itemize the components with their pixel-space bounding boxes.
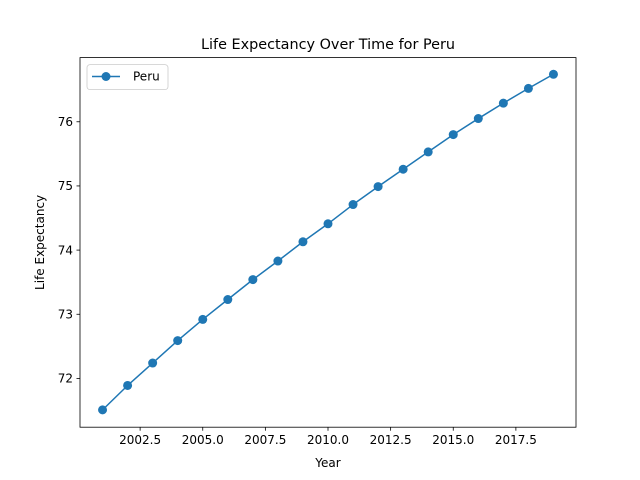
data-point (323, 219, 333, 229)
x-tick-label: 2012.5 (370, 433, 412, 447)
data-point (373, 182, 383, 192)
data-point (223, 295, 233, 305)
x-tick-label: 2005.0 (182, 433, 224, 447)
data-point (548, 69, 558, 79)
data-point (498, 98, 508, 108)
x-tick-label: 2002.5 (119, 433, 161, 447)
data-point (248, 275, 258, 285)
y-tick-label: 74 (58, 243, 73, 257)
data-point (198, 314, 208, 324)
data-point (98, 405, 108, 415)
data-point (148, 358, 158, 368)
data-point (173, 336, 183, 346)
data-point (398, 164, 408, 174)
x-tick-label: 2015.0 (432, 433, 474, 447)
y-tick-label: 75 (58, 179, 73, 193)
x-tick-label: 2010.0 (307, 433, 349, 447)
data-point (473, 114, 483, 124)
x-axis-label: Year (314, 456, 340, 470)
legend-label-peru: Peru (133, 70, 160, 84)
y-axis-ticks: 72 73 74 75 76 (58, 115, 80, 386)
y-tick-label: 72 (58, 372, 73, 386)
chart-title: Life Expectancy Over Time for Peru (201, 37, 455, 53)
y-axis-label: Life Expectancy (33, 195, 47, 290)
legend: Peru (86, 64, 169, 90)
data-point (448, 130, 458, 140)
data-point (423, 147, 433, 157)
series-layer (98, 69, 558, 415)
data-point (123, 380, 133, 390)
x-tick-label: 2007.5 (244, 433, 286, 447)
data-point (273, 256, 283, 266)
y-tick-label: 76 (58, 115, 73, 129)
x-tick-label: 2017.5 (495, 433, 537, 447)
plot-frame (79, 57, 577, 428)
x-axis-ticks: 2002.5 2005.0 2007.5 2010.0 2012.5 2015.0 2017… (119, 427, 537, 447)
data-point (523, 83, 533, 93)
legend-marker-peru (101, 72, 111, 81)
y-tick-label: 73 (58, 308, 73, 322)
legend-box (86, 64, 169, 90)
plot-area (80, 57, 576, 428)
data-point (348, 200, 358, 210)
data-point (298, 237, 308, 247)
